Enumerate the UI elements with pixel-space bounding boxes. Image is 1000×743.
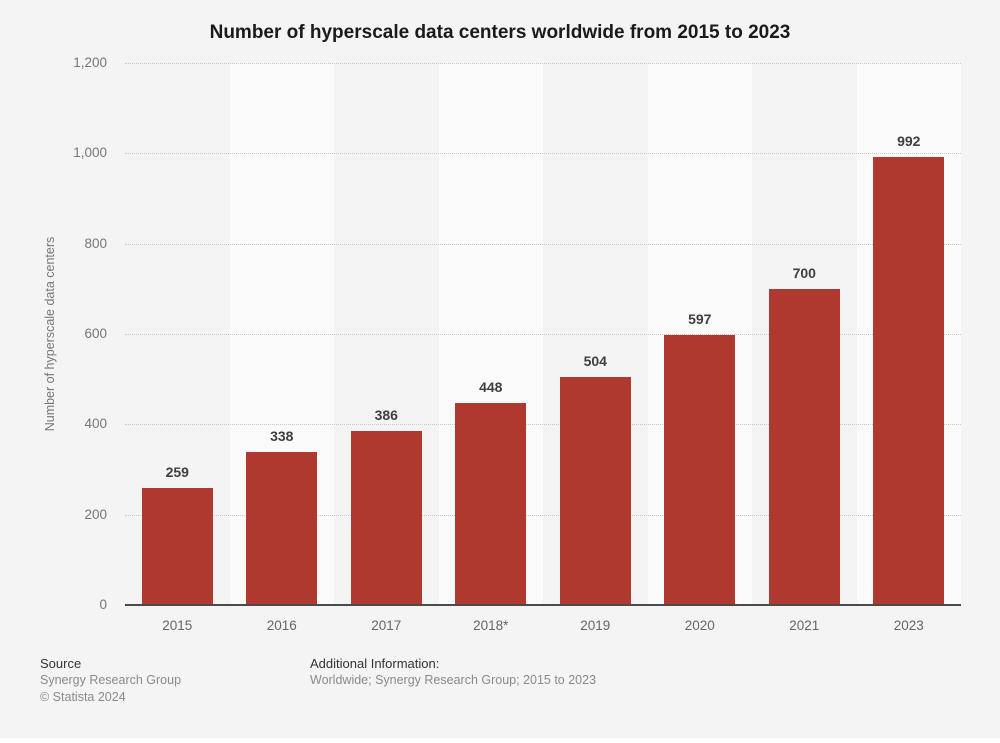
gridline-200 (125, 514, 961, 516)
bar-2018*[interactable] (455, 402, 527, 605)
x-tick-label-2021: 2021 (789, 618, 820, 633)
x-tick-label-2020: 2020 (684, 618, 715, 633)
source-name: Synergy Research Group (40, 673, 182, 687)
additional-info-block: Additional Information: Worldwide; Syner… (310, 655, 596, 689)
plot-area: 259 338 386 448 504 597 700 992 (125, 63, 961, 605)
bar-2020[interactable] (664, 335, 736, 605)
x-tick-label-2018*: 2018* (473, 618, 509, 633)
gridline-400 (125, 424, 961, 426)
additional-info-text: Worldwide; Synergy Research Group; 2015 … (310, 673, 597, 687)
y-tick-label-1000: 1,000 (73, 145, 107, 161)
bar-2021[interactable] (768, 288, 840, 605)
x-tick-label-2016: 2016 (266, 618, 297, 633)
bar-value-label-2021: 700 (792, 264, 816, 281)
x-tick-label-2017: 2017 (371, 618, 402, 633)
bar-2017[interactable] (350, 430, 422, 605)
x-tick-label-2015: 2015 (162, 618, 193, 633)
gridline-1200 (125, 63, 961, 64)
bottom-edge-strip (0, 738, 1000, 743)
y-tick-label-200: 200 (84, 506, 107, 522)
source-block: Source Synergy Research Group © Statista… (40, 655, 181, 706)
bar-value-label-2016: 338 (270, 428, 294, 445)
y-tick-label-400: 400 (84, 416, 107, 432)
bar-value-label-2023: 992 (897, 132, 921, 149)
gridline-800 (125, 243, 961, 245)
y-tick-label-1200: 1,200 (73, 55, 107, 70)
bar-value-label-2020: 597 (688, 311, 712, 328)
bar-value-label-2019: 504 (583, 353, 607, 370)
y-tick-label-800: 800 (84, 235, 107, 251)
bar-value-label-2015: 259 (165, 464, 189, 481)
copyright: © Statista 2024 (40, 690, 126, 704)
x-tick-label-2019: 2019 (580, 618, 611, 633)
bar-2023[interactable] (873, 156, 945, 605)
chart-title: Number of hyperscale data centers worldw… (209, 22, 791, 43)
bar-value-label-2017: 386 (374, 406, 398, 423)
bar-value-label-2018*: 448 (479, 378, 503, 395)
y-tick-label-0: 0 (99, 597, 107, 612)
x-tick-label-2023: 2023 (893, 618, 924, 633)
bar-2016[interactable] (246, 452, 318, 605)
gridline-600 (125, 334, 961, 335)
bar-2019[interactable] (559, 377, 631, 605)
y-tick-label-600: 600 (84, 326, 107, 341)
additional-info-label: Additional Information: (310, 656, 440, 671)
x-axis-line (125, 604, 961, 606)
gridline-1000 (125, 153, 961, 155)
bar-2015[interactable] (141, 488, 213, 605)
source-label: Source (40, 656, 82, 671)
